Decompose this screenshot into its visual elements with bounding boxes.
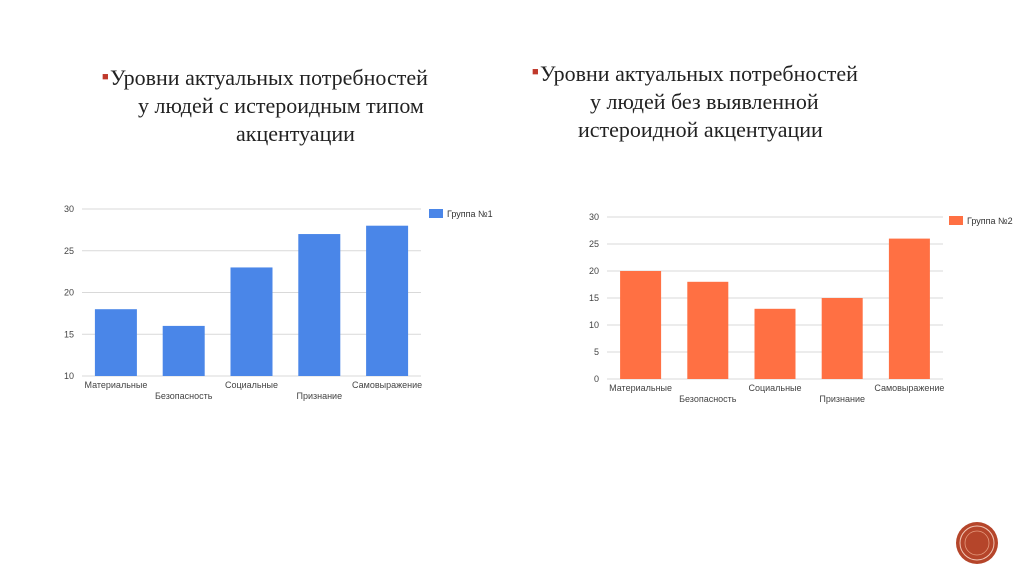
bar <box>620 271 662 379</box>
y-tick-label: 25 <box>589 239 599 249</box>
heading-line: Уровни актуальных потребностей <box>110 65 428 90</box>
x-category-label: Социальные <box>225 380 278 390</box>
y-tick-label: 20 <box>589 266 599 276</box>
y-tick-label: 15 <box>589 293 599 303</box>
heading-line: истероидной акцентуации <box>578 117 823 142</box>
bar <box>298 234 341 376</box>
bar <box>754 308 796 379</box>
x-category-label: Признание <box>296 391 342 401</box>
x-category-label: Безопасность <box>679 394 737 404</box>
bar <box>366 225 409 376</box>
x-category-label: Социальные <box>748 383 801 393</box>
legend-label: Группа №1 <box>447 209 493 219</box>
circular-seal-logo <box>956 522 998 564</box>
y-tick-label: 30 <box>64 204 74 214</box>
bar-chart-group-1: 10 15 20 25 30 Материальные Безопасность Социал… <box>64 204 493 401</box>
bar <box>162 325 205 376</box>
heading-line: у людей без выявленной <box>590 89 819 114</box>
y-tick-label: 0 <box>594 374 599 384</box>
heading-line: у людей с истероидным типом <box>138 93 424 118</box>
y-tick-label: 10 <box>589 320 599 330</box>
x-category-label: Самовыражение <box>352 380 422 390</box>
slide-heading-right: ■ Уровни актуальных потребностей у людей… <box>532 60 940 144</box>
legend-swatch <box>949 216 963 225</box>
bar <box>687 281 729 379</box>
y-tick-label: 15 <box>64 329 74 339</box>
y-tick-label: 10 <box>64 371 74 381</box>
bar <box>888 238 930 379</box>
y-tick-label: 30 <box>589 212 599 222</box>
legend-label: Группа №2 <box>967 216 1013 226</box>
square-bullet-icon: ■ <box>532 66 539 78</box>
bar <box>94 309 137 376</box>
bar-chart-group-2: 0 5 10 15 20 25 30 Материальные Безопасность Соци… <box>589 212 1013 404</box>
x-category-label: Материальные <box>609 383 672 393</box>
legend-swatch <box>429 209 443 218</box>
bar <box>821 298 863 379</box>
y-tick-label: 25 <box>64 246 74 256</box>
x-category-label: Безопасность <box>155 391 213 401</box>
y-tick-label: 5 <box>594 347 599 357</box>
x-category-label: Самовыражение <box>874 383 944 393</box>
heading-line: Уровни актуальных потребностей <box>540 61 858 86</box>
square-bullet-icon: ■ <box>102 71 109 83</box>
x-category-label: Признание <box>819 394 865 404</box>
bar <box>230 267 273 376</box>
y-tick-label: 20 <box>64 288 74 298</box>
x-category-label: Материальные <box>84 380 147 390</box>
heading-line: акцентуации <box>236 121 355 146</box>
slide-heading-left: ■ Уровни актуальных потребностей у людей… <box>102 64 510 148</box>
